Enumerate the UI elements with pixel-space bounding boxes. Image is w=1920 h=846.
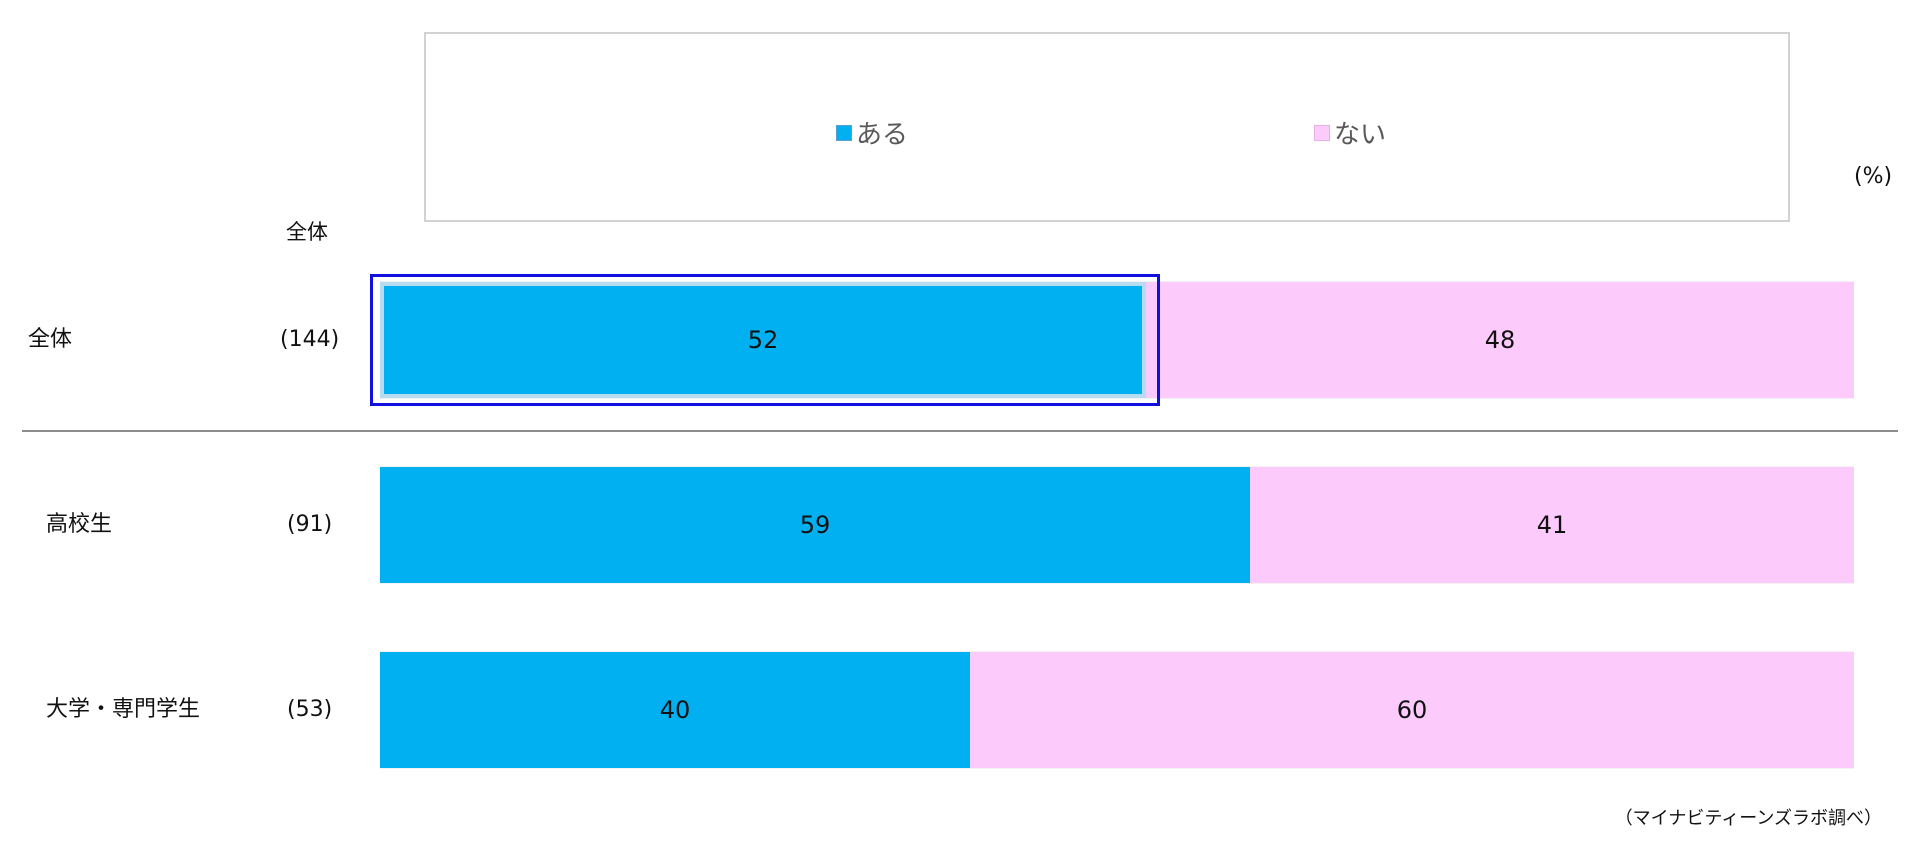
data-label: 48 xyxy=(1484,326,1516,354)
legend-item-nai: ない xyxy=(1314,114,1386,151)
bar-segment-nai[interactable]: 41 xyxy=(1250,467,1854,583)
row-label: 高校生 xyxy=(46,512,113,537)
row-sample-size: (144) xyxy=(280,327,340,352)
data-label: 41 xyxy=(1536,511,1568,539)
unit-label: (%) xyxy=(1854,164,1893,189)
bar-track: 40 60 xyxy=(380,651,1854,769)
bar-segment-aru[interactable]: 59 xyxy=(380,467,1250,583)
row-sample-size: (91) xyxy=(287,512,333,537)
row-label: 全体 xyxy=(28,327,73,352)
legend-item-aru: ある xyxy=(836,114,908,151)
row-sample-size: (53) xyxy=(287,697,333,722)
legend-label-nai: ない xyxy=(1334,120,1387,150)
bar-segment-nai[interactable]: 60 xyxy=(970,652,1854,768)
data-label: 60 xyxy=(1396,696,1428,724)
legend-swatch-nai xyxy=(1314,124,1330,141)
group-divider xyxy=(22,430,1898,432)
source-note: （マイナビティーンズラボ調べ） xyxy=(1614,808,1882,829)
data-label: 40 xyxy=(659,696,691,724)
data-label: 59 xyxy=(799,511,831,539)
column-header: 全体 xyxy=(286,220,328,244)
data-label: 52 xyxy=(747,326,779,354)
bar-segment-aru[interactable]: 40 xyxy=(380,652,970,768)
legend-swatch-aru xyxy=(836,124,852,141)
row-label: 大学・専門学生 xyxy=(46,697,201,722)
legend: ある ない xyxy=(424,32,1790,222)
bar-segment-aru[interactable]: 52 xyxy=(380,282,1146,398)
bar-track: 59 41 xyxy=(380,466,1854,584)
legend-label-aru: ある xyxy=(856,120,909,150)
bar-segment-nai[interactable]: 48 xyxy=(1146,282,1854,398)
bar-track: 52 48 xyxy=(380,281,1854,399)
